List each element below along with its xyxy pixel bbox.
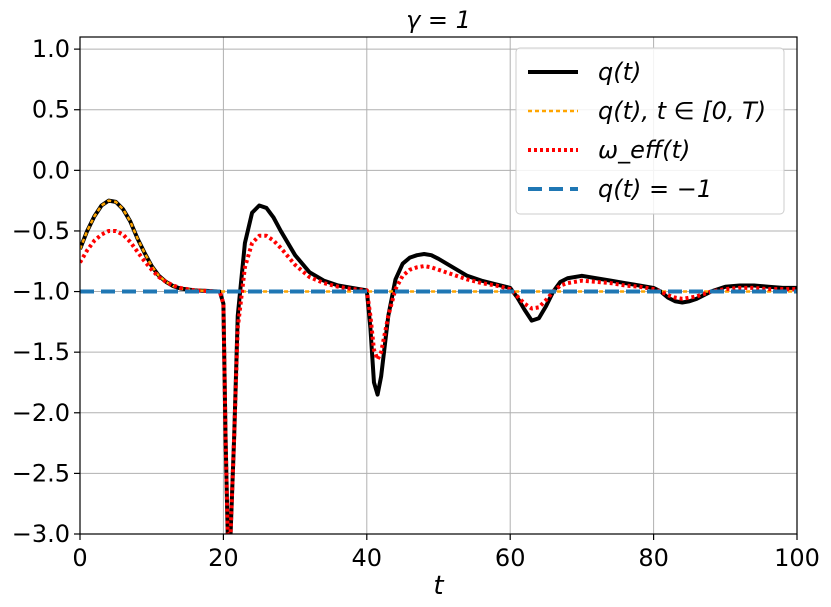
legend-label-1: q(t), t ∈ [0, T) bbox=[598, 97, 766, 125]
y-tick-label: −0.5 bbox=[12, 217, 70, 245]
legend-label-0: q(t) bbox=[598, 58, 641, 86]
ticks: 0 20 40 60 80 100 1.0 0.5 0.0 −0.5 −1.0 −1.5 −2.0 −2.… bbox=[12, 35, 820, 572]
y-tick-label: 0.0 bbox=[32, 156, 70, 184]
x-tick-label: 60 bbox=[495, 544, 526, 572]
series-line-2 bbox=[80, 228, 797, 534]
x-tick-label: 20 bbox=[208, 544, 239, 572]
x-tick-label: 100 bbox=[774, 544, 820, 572]
chart-title: γ = 1 bbox=[406, 6, 471, 34]
y-tick-label: −2.5 bbox=[12, 459, 70, 487]
legend-label-3: q(t) = −1 bbox=[598, 175, 712, 203]
y-tick-label: −3.0 bbox=[12, 520, 70, 548]
plot-lines bbox=[80, 198, 797, 534]
x-tick-label: 80 bbox=[638, 544, 669, 572]
y-tick-label: −1.0 bbox=[12, 278, 70, 306]
x-tick-label: 40 bbox=[352, 544, 383, 572]
x-axis-label: t bbox=[433, 571, 444, 601]
series-line-0 bbox=[80, 198, 797, 534]
legend: q(t) q(t), t ∈ [0, T) ω_eff(t) q(t) = −1 bbox=[515, 47, 785, 215]
x-tick-label: 0 bbox=[72, 544, 87, 572]
y-tick-label: −1.5 bbox=[12, 338, 70, 366]
y-tick-label: −2.0 bbox=[12, 399, 70, 427]
axes-frame bbox=[79, 36, 798, 535]
y-tick-label: 1.0 bbox=[32, 35, 70, 63]
legend-box bbox=[515, 47, 785, 215]
legend-label-2: ω_eff(t) bbox=[598, 136, 690, 164]
y-tick-label: 0.5 bbox=[32, 96, 70, 124]
